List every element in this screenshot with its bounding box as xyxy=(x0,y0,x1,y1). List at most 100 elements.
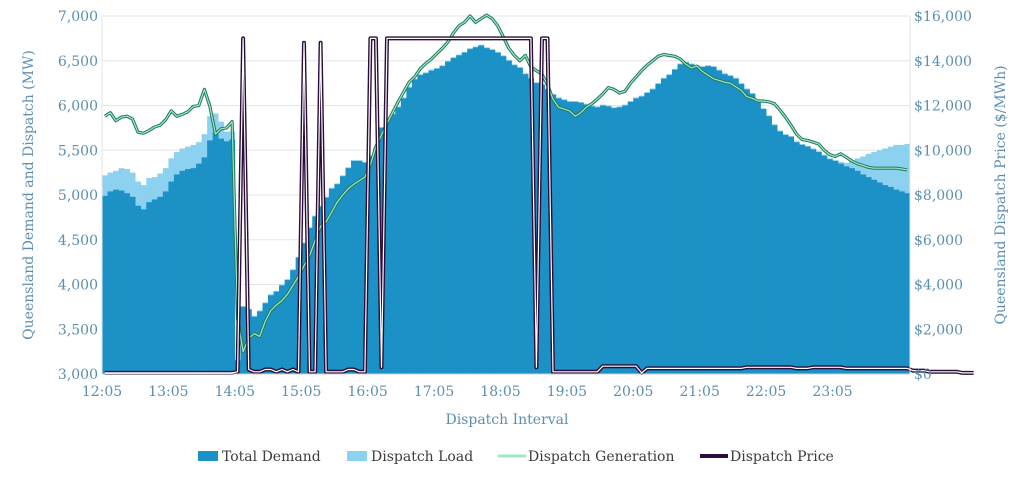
y-right-tick-label: $14,000 xyxy=(914,54,972,70)
total-demand-bar xyxy=(666,75,673,374)
total-demand-bar xyxy=(550,94,557,374)
y-left-tick-label: 5,000 xyxy=(58,188,98,204)
total-demand-bar xyxy=(539,84,546,374)
total-demand-bar xyxy=(544,89,551,374)
total-demand-bar xyxy=(638,96,645,375)
total-demand-bar xyxy=(406,87,413,374)
y-right-tick-label: $6,000 xyxy=(914,233,963,249)
total-demand-bar xyxy=(135,205,142,374)
total-demand-bar xyxy=(522,74,529,375)
total-demand-bar xyxy=(279,285,285,374)
x-tick-label: 22:05 xyxy=(746,384,786,400)
total-demand-bar xyxy=(616,107,623,374)
x-tick-label: 19:05 xyxy=(547,384,587,400)
y-left-tick-label: 3,000 xyxy=(58,367,98,383)
total-demand-bar xyxy=(577,102,584,374)
total-demand-bar xyxy=(118,190,125,374)
total-demand-bar xyxy=(727,75,734,374)
y-right-tick-label: $4,000 xyxy=(914,278,963,294)
total-demand-bar xyxy=(411,79,418,375)
total-demand-bar xyxy=(782,135,789,374)
total-demand-bar xyxy=(196,163,202,374)
total-demand-bar xyxy=(367,156,374,374)
total-demand-bar xyxy=(760,109,767,374)
total-demand-bar xyxy=(533,83,540,374)
y-right-tick-label: $2,000 xyxy=(914,322,963,338)
y-left-tick-label: 6,000 xyxy=(58,99,98,115)
total-demand-bar xyxy=(716,70,723,374)
total-demand-bar xyxy=(317,206,324,374)
total-demand-bar xyxy=(887,186,894,374)
x-tick-label: 20:05 xyxy=(613,384,653,400)
total-demand-bar xyxy=(633,98,640,374)
total-demand-bar xyxy=(788,136,795,374)
total-demand-bar xyxy=(804,146,811,374)
total-demand-bar xyxy=(882,185,889,374)
y-left-tick-label: 6,500 xyxy=(58,54,98,70)
total-demand-bar xyxy=(849,168,855,374)
total-demand-bar xyxy=(528,78,534,375)
total-demand-bar xyxy=(749,93,756,375)
total-demand-bar xyxy=(627,101,634,375)
total-demand-bar xyxy=(157,196,164,374)
total-demand-bar xyxy=(351,160,357,374)
total-demand-bar xyxy=(699,67,706,374)
x-tick-label: 15:05 xyxy=(281,384,321,400)
total-demand-bar xyxy=(649,89,656,374)
total-demand-bar xyxy=(102,195,108,374)
legend: Total Demand Dispatch Load Dispatch Genera… xyxy=(198,449,834,465)
total-demand-bar xyxy=(815,152,822,374)
total-demand-bar xyxy=(472,47,479,374)
total-demand-bar xyxy=(865,177,872,374)
y-right-tick-label: $8,000 xyxy=(914,188,963,204)
total-demand-bar xyxy=(605,106,612,375)
total-demand-bar xyxy=(290,270,296,374)
total-demand-bar xyxy=(229,139,236,374)
total-demand-bar xyxy=(124,193,130,374)
total-demand-bar xyxy=(384,121,391,374)
total-demand-bar xyxy=(710,67,717,374)
total-demand-bar xyxy=(140,209,147,374)
total-demand-bar xyxy=(483,48,490,374)
total-demand-bar xyxy=(185,169,191,374)
total-demand-bar xyxy=(467,49,474,375)
total-demand-bar xyxy=(356,160,363,374)
total-demand-bar xyxy=(583,104,590,374)
total-demand-bar xyxy=(262,303,269,374)
line-series xyxy=(103,13,974,375)
x-tick-label: 12:05 xyxy=(82,384,122,400)
y-right-tick-label: $16,000 xyxy=(914,9,972,25)
y-axis-left-title: Queensland Demand and Dispatch (MW) xyxy=(21,50,37,340)
legend-swatch xyxy=(198,451,218,461)
x-tick-label: 23:05 xyxy=(812,384,852,400)
total-demand-bar xyxy=(489,50,496,374)
total-demand-bar xyxy=(251,316,258,374)
total-demand-bar xyxy=(146,202,153,374)
total-demand-bar xyxy=(389,114,396,374)
x-tick-label: 17:05 xyxy=(414,384,454,400)
total-demand-bar xyxy=(240,306,247,374)
total-demand-bar xyxy=(201,157,208,374)
total-demand-bar xyxy=(212,132,219,374)
total-demand-bar xyxy=(793,142,800,374)
y-left-tick-label: 4,500 xyxy=(58,233,98,249)
total-demand-bar xyxy=(345,168,352,374)
total-demand-bar xyxy=(129,196,136,374)
total-demand-bar xyxy=(688,64,695,374)
total-demand-bar xyxy=(771,125,778,374)
total-demand-bar xyxy=(611,108,617,374)
total-demand-bar xyxy=(854,170,861,374)
total-demand-bar xyxy=(705,66,712,375)
x-tick-label: 18:05 xyxy=(480,384,520,400)
total-demand-bar xyxy=(810,149,817,374)
total-demand-bar xyxy=(732,78,739,375)
total-demand-bar xyxy=(572,101,579,375)
total-demand-bar xyxy=(450,58,457,374)
total-demand-bar xyxy=(721,74,728,375)
total-demand-bar xyxy=(151,199,158,374)
total-demand-bar xyxy=(190,168,197,374)
y-left-tick-label: 5,500 xyxy=(58,143,98,159)
total-demand-bar xyxy=(395,107,402,374)
